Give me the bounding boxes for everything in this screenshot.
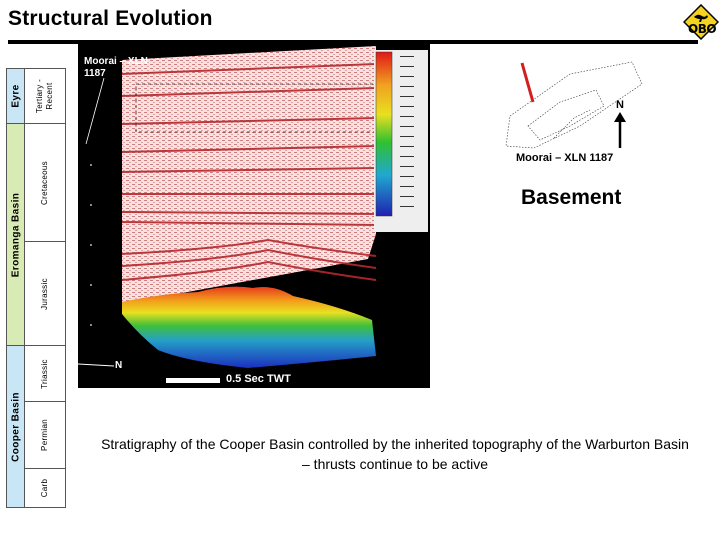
age-label: Permian bbox=[40, 419, 49, 451]
slide-caption: Stratigraphy of the Cooper Basin control… bbox=[101, 436, 689, 472]
logo-text: OBO bbox=[688, 22, 717, 36]
age-label: Tertiary - Recent bbox=[35, 78, 54, 114]
age-label: Carb bbox=[40, 478, 49, 498]
age-triassic: Triassic bbox=[24, 345, 66, 402]
basin-eyre: Eyre bbox=[6, 68, 25, 124]
age-carb: Carb bbox=[24, 468, 66, 508]
seismic-line-label-line-2: 1187 bbox=[84, 68, 106, 79]
basin-label: Eromanga Basin bbox=[10, 192, 21, 277]
section-heading: Basement bbox=[521, 186, 622, 209]
age-tertiary-recent: Tertiary - Recent bbox=[24, 68, 66, 124]
map-north-label: N bbox=[616, 99, 624, 111]
seismic-section-image bbox=[78, 44, 430, 388]
seismic-line-label: Moorai – XLN 1187 bbox=[84, 56, 148, 80]
age-label: Cretaceous bbox=[40, 160, 49, 205]
north-arrow-icon bbox=[614, 112, 626, 122]
age-jurassic: Jurassic bbox=[24, 241, 66, 346]
stratigraphic-column: Eyre Eromanga Basin Cooper Basin Tertiar… bbox=[6, 68, 66, 508]
age-label: Triassic bbox=[40, 358, 49, 389]
seismic-reflection-panel bbox=[122, 46, 376, 304]
age-label: Jurassic bbox=[40, 277, 49, 310]
scale-bar bbox=[166, 378, 220, 383]
slide-title: Structural Evolution bbox=[8, 7, 213, 30]
title-divider bbox=[8, 40, 698, 44]
basement-surface bbox=[122, 286, 376, 368]
basin-label: Eyre bbox=[10, 84, 21, 108]
basin-eromanga: Eromanga Basin bbox=[6, 123, 25, 346]
basin-cooper: Cooper Basin bbox=[6, 345, 25, 508]
kangaroo-road-sign-icon bbox=[683, 4, 719, 40]
location-map: N bbox=[500, 56, 643, 151]
basin-label: Cooper Basin bbox=[10, 391, 21, 462]
seismic-line-label-line-1: Moorai – XLN bbox=[84, 56, 148, 67]
map-caption: Moorai – XLN 1187 bbox=[516, 152, 614, 164]
seismic-north-label: N bbox=[115, 360, 123, 371]
age-permian: Permian bbox=[24, 401, 66, 469]
age-cretaceous: Cretaceous bbox=[24, 123, 66, 242]
scale-label: 0.5 Sec TWT bbox=[226, 373, 291, 385]
seismic-line-location bbox=[520, 62, 535, 103]
